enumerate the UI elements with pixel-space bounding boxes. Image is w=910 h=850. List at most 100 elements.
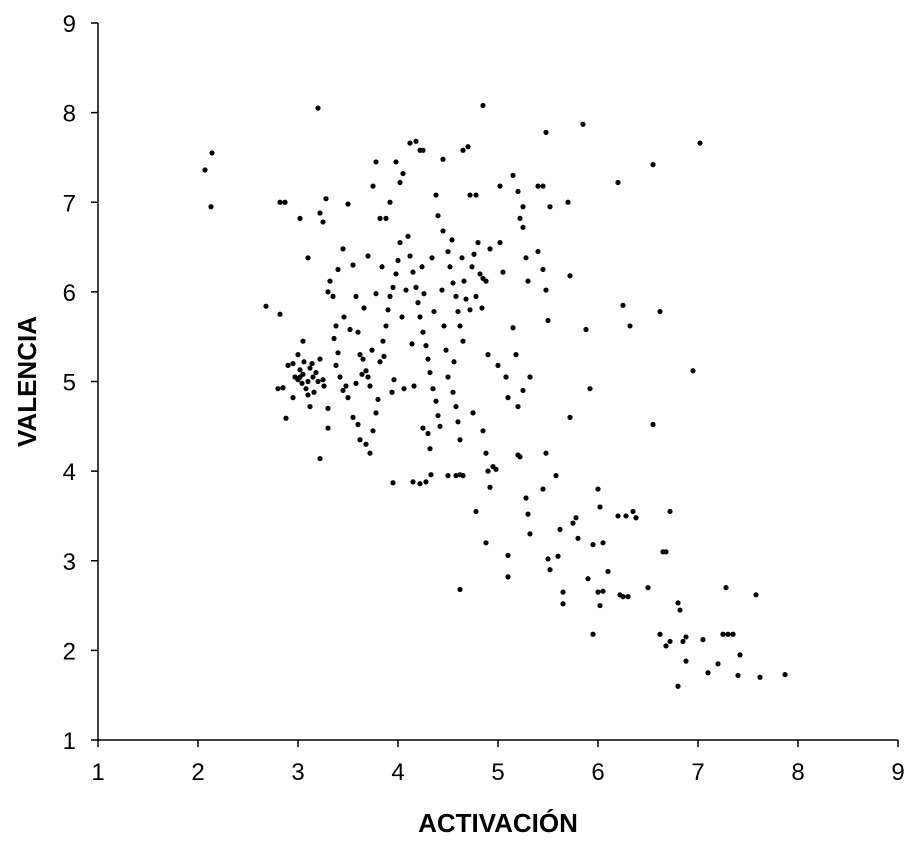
- y-axis-title: VALENCIA: [12, 316, 42, 447]
- data-point: [209, 150, 215, 156]
- y-tick-label: 7: [63, 190, 76, 217]
- data-point: [459, 255, 465, 261]
- data-point: [675, 600, 681, 606]
- data-point: [333, 362, 339, 368]
- data-point: [401, 386, 407, 392]
- data-point: [517, 454, 523, 460]
- data-point: [350, 262, 356, 268]
- data-point: [575, 535, 581, 541]
- x-tick-label: 9: [891, 759, 904, 786]
- data-point: [428, 472, 434, 478]
- data-point: [309, 360, 315, 367]
- data-point: [341, 314, 347, 320]
- data-point: [497, 183, 503, 189]
- data-point: [407, 253, 413, 259]
- data-point: [657, 631, 663, 637]
- data-point: [370, 183, 376, 189]
- data-point: [331, 335, 337, 342]
- data-point: [480, 428, 486, 434]
- data-point: [370, 428, 376, 434]
- data-point: [383, 215, 389, 221]
- data-point: [282, 199, 288, 205]
- data-point: [307, 403, 313, 410]
- data-point: [753, 592, 759, 598]
- data-point: [450, 280, 456, 286]
- data-point: [390, 284, 396, 290]
- data-point: [630, 508, 636, 515]
- data-point: [433, 398, 439, 404]
- x-tick-label: 2: [191, 759, 204, 786]
- data-point: [623, 513, 629, 519]
- x-tick-label: 6: [591, 759, 604, 786]
- data-point: [350, 414, 356, 420]
- data-point: [677, 607, 683, 613]
- y-tick-label: 3: [63, 549, 76, 576]
- data-point: [395, 257, 401, 264]
- data-point: [263, 303, 269, 309]
- y-tick-label: 5: [63, 370, 76, 397]
- data-point: [390, 480, 396, 486]
- data-point: [620, 302, 626, 308]
- data-point: [360, 356, 366, 362]
- data-point: [583, 326, 589, 333]
- data-point: [590, 542, 596, 548]
- data-point: [567, 414, 573, 420]
- data-point: [423, 479, 429, 485]
- data-point: [527, 374, 533, 380]
- axes: [97, 23, 898, 741]
- data-point: [300, 371, 306, 377]
- data-point: [453, 473, 459, 479]
- data-point: [515, 403, 521, 410]
- data-point: [345, 395, 351, 401]
- data-point: [540, 266, 546, 273]
- data-point: [441, 323, 447, 329]
- data-point: [420, 425, 426, 431]
- data-point: [435, 213, 441, 219]
- data-point: [355, 329, 361, 335]
- data-point: [463, 296, 469, 302]
- data-point: [340, 246, 346, 252]
- data-point: [315, 378, 321, 385]
- data-point: [429, 255, 435, 261]
- data-point: [553, 473, 559, 479]
- data-point: [650, 421, 656, 428]
- x-tick-label: 3: [291, 759, 304, 786]
- data-point: [547, 204, 553, 210]
- data-point: [340, 387, 346, 394]
- data-point: [479, 305, 485, 311]
- data-point: [620, 594, 626, 600]
- data-point: [335, 266, 341, 273]
- data-point: [480, 102, 486, 109]
- data-point: [208, 204, 214, 210]
- data-point: [667, 638, 673, 645]
- data-point: [313, 369, 319, 376]
- data-point: [520, 204, 526, 210]
- data-point: [305, 255, 311, 261]
- data-point: [483, 278, 489, 284]
- data-point: [321, 383, 327, 389]
- data-point: [555, 553, 561, 559]
- x-tick-label: 5: [491, 759, 504, 786]
- data-point: [461, 278, 467, 284]
- data-point: [467, 307, 473, 313]
- data-point: [493, 466, 499, 472]
- ticks: 1 2 3 4 5 6 7 8 9 1 2 3 4 5 6 7 8 9: [63, 11, 905, 786]
- data-point: [650, 162, 656, 168]
- data-point: [705, 670, 711, 676]
- data-point: [471, 251, 477, 257]
- data-point: [663, 643, 669, 649]
- data-point: [543, 287, 549, 293]
- data-point: [393, 271, 399, 277]
- data-point: [275, 386, 281, 392]
- data-point: [543, 129, 549, 135]
- data-point: [317, 356, 323, 362]
- data-point: [600, 588, 606, 594]
- data-point: [485, 468, 491, 474]
- data-point: [363, 441, 369, 447]
- data-point: [523, 255, 529, 261]
- data-point: [363, 368, 369, 374]
- data-point: [487, 484, 493, 490]
- data-point: [595, 486, 601, 492]
- data-point: [353, 380, 359, 386]
- data-point: [460, 147, 466, 153]
